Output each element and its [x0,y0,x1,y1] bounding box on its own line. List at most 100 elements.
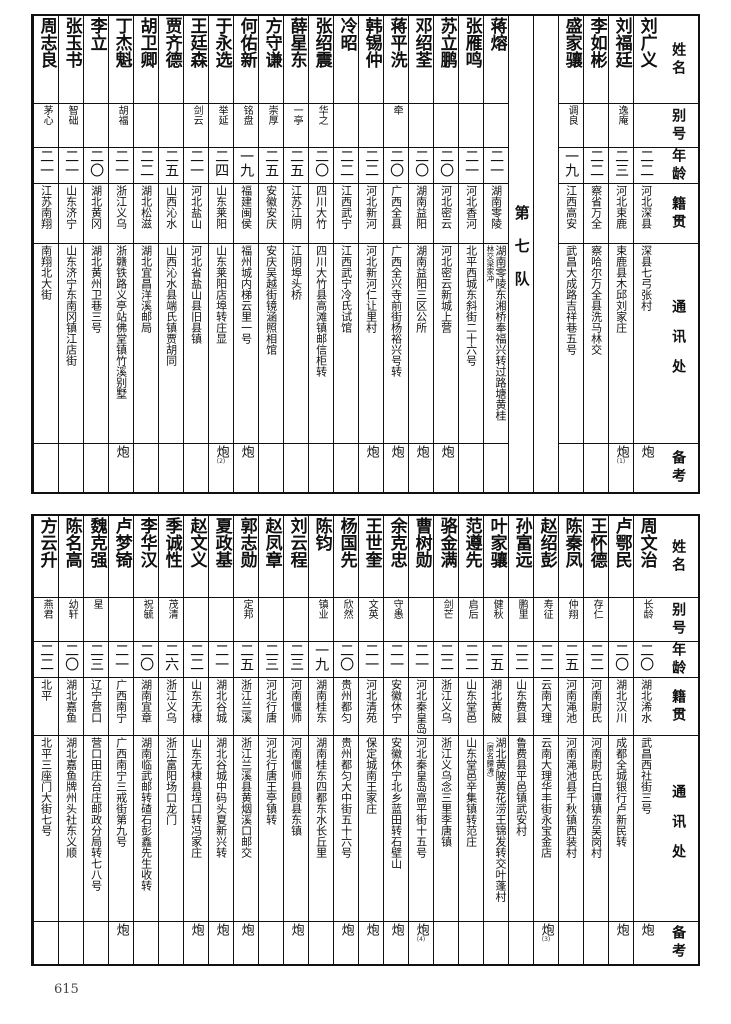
cell-name: 范遵先 [459,516,483,598]
cell-address: 湖北黄州卫巷三号 [84,244,108,444]
roster-person-column[interactable]: 孙富远 鹏里 二二 山东费县 鲁费县平邑镇武安村 [508,516,533,964]
cell-remark [84,922,108,964]
cell-remark: 炮 [634,922,658,964]
alias-text: 启后 [466,599,478,619]
roster-person-column[interactable]: 张雁鸣 二一 河北香河 北平西城东斜街二十六号 [458,16,483,492]
roster-person-column[interactable]: 魏克强星二三 辽宁营口 营口田庄台庄邮政分局转七八号 [83,516,108,964]
name-text: 丁杰魁 [111,17,132,68]
roster-person-column[interactable]: 李华汉 祝毓 二〇 湖南宜章 湖南临武邮转碴石彭鑫先生收转 [133,516,158,964]
alias-text: 仲翔 [566,599,578,619]
cell-remark [34,444,58,492]
remark-text: 炮 [188,923,204,936]
roster-person-column[interactable]: 刘广义 二二 河北深县 深县七弓张村炮 [633,16,658,492]
roster-person-column[interactable]: 陈秦凤 仲翔 二五 河南渑池 河南渑池县千秋镇西装村 [558,516,583,964]
cell-remark [59,444,83,492]
roster-person-column[interactable]: 刘福廷 逸庵 二三 河北束鹿 束鹿县木邱刘家庄炮 (1) [608,16,633,492]
roster-person-column[interactable]: 卢梦锜 二一 广西南宁 广西南宁三戒街第九号炮 [108,516,133,964]
cell-native: 广西南宁 [109,678,133,736]
roster-person-column[interactable]: 余克忠 守愚 二一 安徽休宁 安徽休宁北乡蓝田转石壁山炮 [383,516,408,964]
cell-alias: 调良 [559,104,583,148]
cell-address: 河北省盐山县旧县镇 [184,244,208,444]
roster-person-column[interactable]: 周文治 长龄 二〇 湖北浠水 武昌西社街三号炮 [633,516,658,964]
roster-person-column[interactable]: 范遵先 启后 二二 山东堂邑 山东堂邑辛集镇转范庄 [458,516,483,964]
alias-text: 铭盘 [241,105,253,125]
roster-person-column[interactable]: 刘云程 二三 河南偃师 河南偃师县顾县东镇炮 [283,516,308,964]
roster-person-column[interactable]: 韩锡仲 二二 河北新河 河北新河仁让里村炮 [358,16,383,492]
roster-person-column[interactable]: 薛星东 一亭 二五 江苏江阴 江阴埠头桥 [283,16,308,492]
roster-person-column[interactable]: 李如彬 二二 察省万全 察哈尔万全县洗马林交 [583,16,608,492]
cell-native: 湖北松滋 [134,184,158,244]
cell-native: 江西武宁 [334,184,358,244]
cell-native: 江西高安 [559,184,583,244]
cell-age: 二一 [109,642,133,678]
roster-person-column[interactable]: 赵文义 二二 山东无棣 山东无棣县埕口转冯家庄炮 [183,516,208,964]
roster-person-column[interactable]: 方云升 燕君 二二 北平 北平三座门大街七号 [33,516,58,964]
cell-address: 湖北嘉鱼牌州头社东义顺 [59,736,83,922]
roster-person-column[interactable]: 方守谦 崇厚 二五 安徽安庆 安庆吴越街镜涵照相馆 [258,16,283,492]
cell-name: 邓绍荃 [409,16,433,104]
roster-person-column[interactable]: 于永选 举延 二四 山东莱阳 山东莱阳店埠转庄显炮 (2) [208,16,233,492]
cell-age: 二〇 [434,148,458,184]
roster-person-column[interactable]: 陈名高 幼轩 二〇 湖北嘉鱼 湖北嘉鱼牌州头社东义顺 [58,516,83,964]
remark-text: 炮 [538,923,554,936]
age-text: 二二 [513,643,530,671]
roster-person-column[interactable]: 贾齐德 二五 山西沁水 山西沁水县端氏镇贾胡同 [158,16,183,492]
roster-person-column[interactable]: 卢鄂民 二〇 湖北汉川 成都全城银行卢新民转炮 [608,516,633,964]
native-text: 山东莱阳 [214,185,228,229]
roster-person-column[interactable]: 夏政基 二一 湖北谷城 湖北谷城中码头夏新兴转炮 [208,516,233,964]
roster-person-column[interactable]: 冷昭 二二 江西武宁 江西武宁冷氏试馆 [333,16,358,492]
roster-person-column[interactable]: 张绍震 华之 二〇 四川大竹 四川大竹县高滩镇邮信柜转 [308,16,333,492]
cell-age: 二二 [334,148,358,184]
roster-person-column[interactable]: 曹树勋 二一 河北秦皇岛 河北秦皇岛高平街十五号炮 (4) [408,516,433,964]
cell-native: 湖北谷城 [209,678,233,736]
roster-person-column[interactable]: 苏立鹏 二〇 河北密云 河北密云新城上营炮 [433,16,458,492]
cell-remark [309,444,333,492]
roster-person-column[interactable]: 季诚性 茂清 二六 浙江义乌 浙江富阳场口龙门 [158,516,183,964]
roster-person-column[interactable]: 何佑新 铭盘 一九 福建闽侯 福州城内梯云里一号炮 [233,16,258,492]
roster-person-column[interactable]: 盛家骧 调良 一九 江西高安 武昌大成路吉祥巷五号 [558,16,583,492]
name-text: 杨国先 [336,517,357,568]
cell-name: 冷昭 [334,16,358,104]
roster-person-column[interactable]: 郭志勋 定邦 二五 浙江兰溪 浙江兰溪县黄烟溪口邮交炮 [233,516,258,964]
native-text: 河北香河 [464,185,478,229]
roster-person-column[interactable]: 赵凤章 二三 河北行唐 河北行唐王亭镇转 [258,516,283,964]
roster-person-column[interactable]: 张玉书 智础 二一 山东济宁 山东济宁东南冈镇江店街 [58,16,83,492]
roster-person-column[interactable]: 骆金满 剑芒 二二 浙江义乌 浙江义乌念三里李唐镇 [433,516,458,964]
roster-person-column[interactable]: 叶家骧 健秋 二五 湖北黄陂 湖北黄陂黄花涝王锦发转交叶蓬村 （原名腰涛） [483,516,508,964]
address-text: 江阴埠头桥 [289,245,303,300]
cell-address: 河北新河仁让里村 [359,244,383,444]
address-text: 山东莱阳店埠转庄显 [214,245,228,344]
roster-person-column[interactable]: 邓绍荃 二〇 湖南益阳 湖南益阳三区公所炮 [408,16,433,492]
cell-alias [334,104,358,148]
roster-person-column[interactable]: 赵绍彭 寿征 二二 云南大理 云南大理华丰街永宝金店炮 (3) [533,516,558,964]
roster-person-column[interactable]: 蒋熔 二一 湖南零陵 湖南零陵东湘桥奉福兴转过路塘黄桂 林交梁家冲 [483,16,508,492]
roster-person-column[interactable]: 李立 二〇 湖北黄冈 湖北黄州卫巷三号 [83,16,108,492]
roster-person-column[interactable]: 杨国先 欣然 二〇 贵州都匀 贵州都匀大中街五十六号炮 [333,516,358,964]
address-text: 浙江富阳场口龙门 [164,737,178,825]
roster-person-column[interactable]: 蒋平洗牵二〇 广西全县 广西全兴寺前街杨裕兴号转炮 [383,16,408,492]
name-text: 郭志勋 [236,517,257,568]
native-text: 湖北谷城 [214,679,228,723]
header-age-label: 年龄 [670,148,687,184]
native-text: 北平 [39,679,53,701]
alias-text: 守愚 [391,599,403,619]
address-text: 鲁费县平邑镇武安村 [514,737,528,836]
roster-person-column[interactable]: 王怀德 存仁 二二 河南尉氏 河南尉氏白谭镇东吴岗村 [583,516,608,964]
cell-remark [84,444,108,492]
cell-name: 李立 [84,16,108,104]
roster-person-column[interactable]: 陈钧 镇业 一九 湖南桂东 湖南桂东四都东水长丘里 [308,516,333,964]
cell-remark: 炮 [284,922,308,964]
roster-person-column[interactable]: 胡卫卿 二二 湖北松滋 湖北宜昌洋溪邮局 [133,16,158,492]
cell-alias: 华之 [309,104,333,148]
cell-alias: 寿征 [534,598,558,642]
name-text: 范遵先 [461,517,482,568]
roster-person-column[interactable]: 丁杰魁 胡福 二一 浙江义乌 浙赣铁路义亭站佛堂镇竹溪别墅炮 [108,16,133,492]
age-text: 二〇 [138,643,155,671]
roster-person-column[interactable]: 王廷森 剑云 二一 河北盐山 河北省盐山县旧县镇 [183,16,208,492]
roster-person-column[interactable]: 王世奎 文英 二一 河北清苑 保定城南王家庄炮 [358,516,383,964]
cell-native: 河北新河 [359,184,383,244]
address-text: 湖北黄州卫巷三号 [89,245,103,333]
alias-text: 祝毓 [141,599,153,619]
native-text: 湖北松滋 [139,185,153,229]
roster-person-column[interactable]: 周志良 茅心 二一 江苏南翔 南翔北大街 [33,16,58,492]
